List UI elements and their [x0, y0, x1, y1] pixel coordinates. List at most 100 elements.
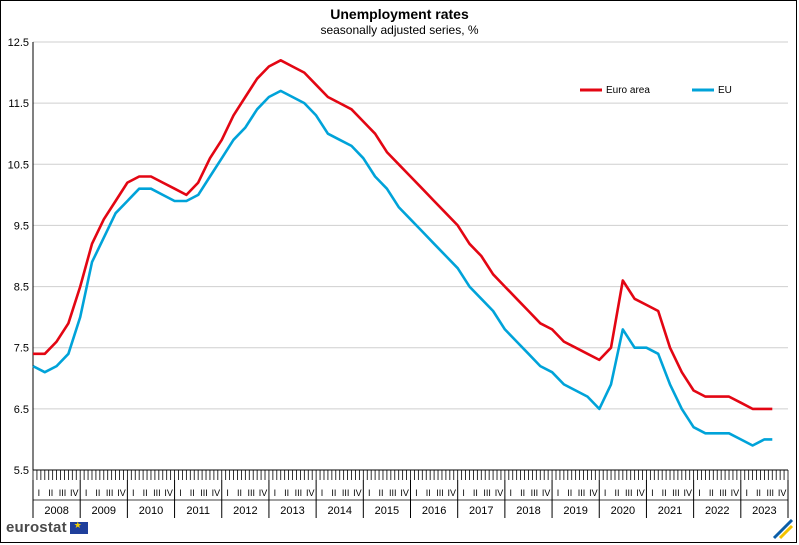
quarter-tick-label: IV [164, 488, 173, 498]
quarter-tick-label: I [85, 488, 88, 498]
quarter-tick-label: II [756, 488, 761, 498]
series-line-euro-area [33, 59, 773, 411]
eurostat-mark-icon [772, 518, 794, 540]
quarter-tick-label: I [226, 488, 229, 498]
chart-title: Unemployment rates [330, 6, 469, 22]
quarter-tick-label: I [698, 488, 701, 498]
year-tick-label: 2014 [327, 505, 351, 517]
legend-label: EU [718, 85, 732, 96]
year-tick-label: 2020 [611, 505, 635, 517]
quarter-tick-label: IV [70, 488, 79, 498]
quarter-tick-label: I [415, 488, 418, 498]
quarter-tick-label: II [662, 488, 667, 498]
quarter-tick-label: IV [353, 488, 362, 498]
legend-label: Euro area [606, 85, 650, 96]
quarter-tick-label: II [520, 488, 525, 498]
quarter-tick-label: I [368, 488, 371, 498]
quarter-tick-label: III [578, 488, 586, 498]
quarter-tick-label: II [143, 488, 148, 498]
year-tick-label: 2021 [658, 505, 682, 517]
quarter-tick-label: II [379, 488, 384, 498]
quarter-tick-label: I [274, 488, 277, 498]
quarter-tick-label: II [331, 488, 336, 498]
year-tick-label: 2022 [705, 505, 729, 517]
quarter-tick-label: III [389, 488, 397, 498]
quarter-tick-label: I [179, 488, 182, 498]
quarter-tick-label: IV [589, 488, 598, 498]
y-tick-label: 9.5 [14, 220, 29, 232]
quarter-tick-label: II [48, 488, 53, 498]
quarter-tick-label: II [237, 488, 242, 498]
year-tick-label: 2010 [139, 505, 163, 517]
quarter-tick-label: III [342, 488, 350, 498]
quarter-tick-label: III [247, 488, 255, 498]
y-tick-label: 12.5 [8, 37, 29, 49]
series-line-eu [32, 89, 773, 447]
year-tick-label: 2018 [516, 505, 540, 517]
quarter-tick-label: IV [778, 488, 787, 498]
quarter-tick-label: III [719, 488, 727, 498]
quarter-tick-label: III [295, 488, 303, 498]
quarter-tick-label: III [531, 488, 539, 498]
year-tick-label: 2009 [92, 505, 116, 517]
quarter-tick-label: III [59, 488, 67, 498]
quarter-tick-label: I [510, 488, 513, 498]
quarter-tick-label: IV [448, 488, 457, 498]
quarter-tick-label: III [153, 488, 161, 498]
quarter-tick-label: I [38, 488, 41, 498]
quarter-tick-label: IV [212, 488, 221, 498]
quarter-tick-label: III [625, 488, 633, 498]
quarter-tick-label: IV [117, 488, 126, 498]
y-tick-label: 7.5 [14, 343, 29, 355]
year-tick-label: 2016 [422, 505, 446, 517]
chart-subtitle: seasonally adjusted series, % [320, 23, 479, 37]
quarter-tick-label: III [767, 488, 775, 498]
series-lines [32, 59, 773, 447]
quarter-tick-label: II [95, 488, 100, 498]
quarter-tick-label: III [106, 488, 114, 498]
quarter-tick-label: II [473, 488, 478, 498]
quarter-tick-label: I [604, 488, 607, 498]
y-tick-label: 6.5 [14, 404, 29, 416]
quarter-tick-label: II [614, 488, 619, 498]
quarter-tick-label: I [557, 488, 560, 498]
quarter-tick-label: II [426, 488, 431, 498]
y-tick-label: 10.5 [8, 159, 29, 171]
year-tick-label: 2008 [44, 505, 68, 517]
quarter-tick-label: IV [542, 488, 551, 498]
quarter-tick-label: II [190, 488, 195, 498]
y-tick-label: 5.5 [14, 465, 29, 477]
eu-flag-icon [69, 520, 88, 534]
quarter-tick-label: I [132, 488, 135, 498]
quarter-tick-label: IV [306, 488, 315, 498]
quarter-tick-label: I [462, 488, 465, 498]
logo-text: eurostat [6, 519, 67, 536]
year-tick-label: 2011 [186, 505, 210, 517]
y-tick-label: 11.5 [8, 98, 29, 110]
quarter-tick-label: III [483, 488, 491, 498]
quarter-tick-label: I [745, 488, 748, 498]
year-tick-label: 2015 [375, 505, 399, 517]
quarter-tick-label: IV [495, 488, 504, 498]
quarter-tick-label: IV [259, 488, 268, 498]
quarter-tick-label: I [651, 488, 654, 498]
year-tick-label: 2013 [280, 505, 304, 517]
quarter-tick-label: I [321, 488, 324, 498]
legend: Euro area EU [580, 85, 732, 96]
quarter-tick-label: II [567, 488, 572, 498]
quarter-tick-label: IV [636, 488, 645, 498]
quarter-tick-label: IV [683, 488, 692, 498]
quarter-tick-label: II [284, 488, 289, 498]
quarter-tick-label: II [709, 488, 714, 498]
quarter-tick-label: III [200, 488, 208, 498]
quarter-tick-label: III [672, 488, 680, 498]
eurostat-logo: eurostat [6, 519, 88, 536]
quarter-tick-label: III [436, 488, 444, 498]
year-tick-label: 2019 [563, 505, 587, 517]
year-tick-label: 2012 [233, 505, 257, 517]
year-tick-label: 2023 [752, 505, 776, 517]
y-axis: 5.5 6.5 7.5 8.5 9.5 10.5 11.5 12.5 [8, 37, 34, 477]
